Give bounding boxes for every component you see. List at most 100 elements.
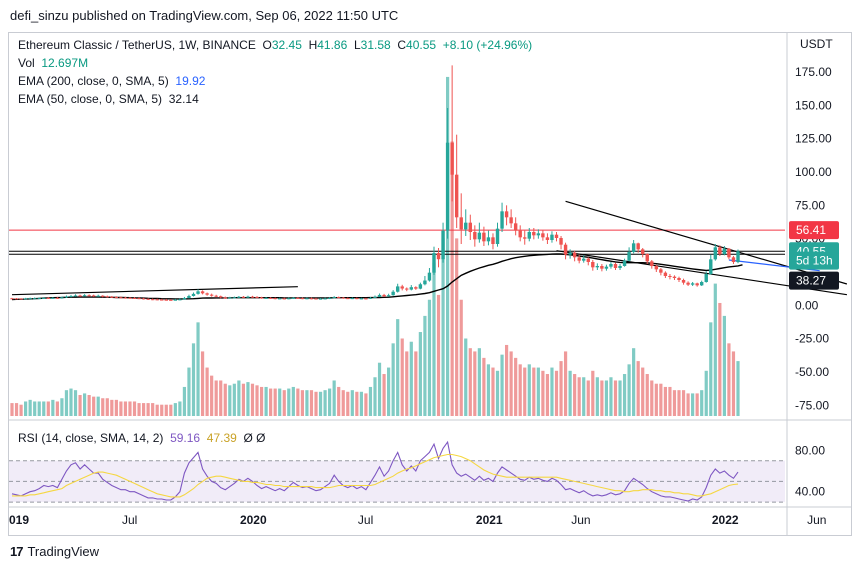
volume-bar (305, 390, 309, 416)
x-tick-label: Jun (571, 513, 590, 527)
volume-bar (586, 380, 590, 416)
currency-unit: USDT (800, 37, 833, 51)
candle-body (28, 298, 32, 300)
volume-bar (259, 386, 264, 416)
candle-body (123, 297, 128, 299)
volume-bar (210, 375, 214, 416)
volume-bar (287, 388, 291, 416)
volume-bar (42, 401, 46, 416)
volume-bar (373, 377, 377, 416)
volume-bar (446, 76, 450, 417)
candle-body (636, 243, 640, 250)
volume-bar (405, 351, 409, 416)
volume-bar (328, 388, 332, 416)
candle-body (191, 293, 196, 296)
volume-bar (486, 364, 491, 416)
candle-body (568, 252, 572, 255)
price-y-tick-label: 125.00 (795, 132, 832, 146)
volume-bar (214, 380, 218, 416)
candle-body (536, 233, 541, 236)
brand-name: TradingView (27, 544, 100, 559)
candle-body (46, 297, 50, 299)
candle-body (532, 232, 536, 236)
candle-body (69, 296, 73, 297)
candle-body (150, 299, 155, 301)
rsi-legend[interactable]: RSI (14, close, SMA, 14, 2) 59.16 47.39 … (18, 431, 265, 445)
volume-bar (691, 393, 695, 416)
candle-body (559, 238, 563, 245)
volume-bar (200, 351, 205, 416)
volume-bar (554, 370, 559, 416)
candle-body (246, 296, 250, 298)
candle-body (287, 298, 291, 300)
candle-body (572, 252, 577, 258)
volume-bar (119, 401, 123, 416)
tradingview-logo-icon: 17 (10, 544, 24, 559)
ema200-legend[interactable]: EMA (200, close, 0, SMA, 5) 19.92 (18, 74, 205, 88)
candle-body (609, 264, 613, 267)
candle-body (391, 291, 395, 296)
candle-body (681, 280, 686, 283)
x-tick-label: 2022 (712, 513, 739, 527)
volume-bar (14, 403, 19, 416)
candle-body (132, 298, 137, 299)
candle-body (237, 296, 241, 298)
volume-bar (241, 383, 246, 416)
candle-body (718, 247, 722, 254)
candle-body (495, 228, 500, 244)
candle-body (368, 297, 373, 299)
volume-bar (69, 388, 73, 416)
volume-bar (563, 351, 568, 416)
trendline (565, 200, 848, 285)
price-y-tick-label: -25.00 (795, 332, 829, 346)
volume-bar (10, 403, 14, 416)
ema50-legend[interactable]: EMA (50, close, 0, SMA, 5) 32.14 (18, 92, 199, 106)
candle-body (622, 260, 627, 266)
volume-bar (60, 398, 64, 416)
candle-body (686, 282, 690, 285)
candle-body (223, 297, 227, 299)
volume-bar (255, 385, 259, 416)
footer: 17 TradingView (10, 544, 99, 559)
volume-legend[interactable]: Vol 12.697M (18, 56, 88, 70)
candle-body (37, 298, 41, 300)
candle-body (78, 295, 82, 297)
volume-bar (296, 388, 300, 416)
candle-body (232, 297, 237, 299)
candle-body (414, 287, 418, 289)
volume-bar (273, 388, 277, 416)
open-value: 32.45 (271, 38, 302, 52)
volume-bar (87, 395, 91, 416)
volume-bar (368, 386, 373, 416)
candle-body (645, 254, 649, 262)
candle-body (504, 211, 509, 218)
price-y-tick-label: -50.00 (795, 365, 829, 379)
candle-body (482, 232, 486, 242)
price-y-tick-label: 75.00 (795, 198, 825, 212)
volume-bar (337, 386, 341, 416)
candle-body (668, 276, 672, 277)
volume-bar (396, 319, 400, 416)
candle-body (264, 297, 268, 299)
candle-body (128, 297, 132, 299)
candle-body (64, 296, 69, 298)
price-y-tick-label: 150.00 (795, 98, 832, 112)
candle-body (736, 251, 740, 263)
volume-bar (541, 370, 545, 416)
volume-bar (622, 374, 627, 416)
candle-body (627, 252, 631, 261)
candle-body (454, 174, 459, 218)
volume-bar (627, 364, 631, 416)
volume-bar (151, 403, 155, 416)
change-value: +8.10 (+24.96%) (442, 38, 533, 52)
volume-bar (114, 399, 118, 416)
volume-bar (300, 390, 304, 416)
volume-bar (722, 315, 726, 416)
candle-body (405, 288, 409, 290)
volume-bar (495, 370, 500, 416)
symbol-legend[interactable]: Ethereum Classic / TetherUS, 1W, BINANCE… (18, 38, 532, 52)
volume-bar (477, 348, 481, 416)
volume-bar (709, 322, 713, 416)
candle-body (318, 298, 323, 300)
